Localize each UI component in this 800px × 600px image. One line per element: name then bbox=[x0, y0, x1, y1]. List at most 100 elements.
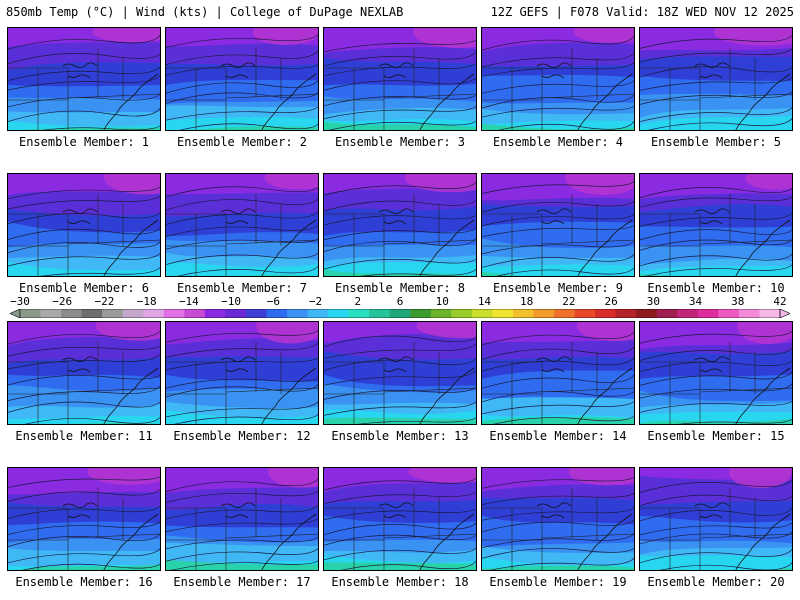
state-boundaries bbox=[640, 488, 792, 570]
isotherm-line bbox=[8, 330, 160, 345]
isotherm-line bbox=[493, 415, 634, 424]
isotherm-line bbox=[166, 383, 318, 398]
temperature-band bbox=[8, 416, 160, 424]
colorbar-swatch bbox=[697, 309, 719, 318]
temperature-field-map bbox=[640, 174, 792, 276]
isotherm-line bbox=[166, 548, 318, 562]
temperature-band bbox=[482, 565, 634, 570]
temperature-band bbox=[324, 121, 476, 130]
colorbar-swatch bbox=[245, 309, 267, 318]
isotherm-line bbox=[482, 391, 634, 403]
ensemble-member-label: Ensemble Member: 7 bbox=[176, 281, 308, 295]
great-lakes-outline bbox=[694, 62, 730, 79]
colorbar-tick-label: 38 bbox=[731, 295, 745, 308]
colorbar-tick-label: 26 bbox=[604, 295, 618, 308]
isotherm-line bbox=[24, 416, 160, 424]
great-lakes-outline bbox=[378, 62, 414, 79]
isotherm-line bbox=[324, 181, 476, 196]
temperature-band bbox=[16, 564, 160, 570]
ensemble-member-label: Ensemble Member: 16 bbox=[15, 575, 153, 589]
colorbar-swatch bbox=[266, 309, 288, 318]
isotherm-line bbox=[166, 342, 318, 358]
ensemble-member-label: Ensemble Member: 1 bbox=[18, 135, 150, 149]
great-lakes-outline bbox=[378, 502, 414, 519]
ensemble-map-panel bbox=[639, 27, 793, 131]
state-boundaries bbox=[482, 48, 634, 130]
ensemble-member-label: Ensemble Member: 14 bbox=[489, 429, 627, 443]
isotherm-line bbox=[482, 477, 634, 489]
great-lakes-outline bbox=[220, 356, 256, 373]
isotherm-line bbox=[166, 91, 318, 104]
colorbar-tick-label: 18 bbox=[520, 295, 534, 308]
colorbar-swatch bbox=[204, 309, 226, 318]
isotherm-line bbox=[482, 547, 634, 559]
isotherm-line bbox=[496, 267, 634, 276]
ensemble-map-panel bbox=[323, 321, 477, 425]
isotherm-line bbox=[8, 345, 160, 357]
isotherm-line bbox=[482, 374, 634, 389]
temperature-band bbox=[324, 269, 475, 276]
colorbar-swatch bbox=[430, 309, 452, 318]
state-boundaries bbox=[8, 194, 160, 276]
isotherm-line bbox=[166, 50, 318, 66]
colorbar-tick-label: −10 bbox=[221, 295, 242, 308]
isotherm-line bbox=[8, 75, 160, 91]
isotherm-line bbox=[482, 507, 634, 521]
cold-air-blob bbox=[565, 174, 634, 195]
temperature-field-map bbox=[482, 322, 634, 424]
isotherm-line bbox=[8, 374, 160, 386]
colorbar-swatch bbox=[738, 309, 760, 318]
isotherm-line bbox=[173, 414, 318, 424]
colorbar-swatch bbox=[492, 309, 514, 318]
temperature-field-map bbox=[482, 174, 634, 276]
ensemble-map-panel bbox=[323, 173, 477, 277]
isotherm-line bbox=[640, 35, 792, 49]
isotherm-line bbox=[482, 80, 634, 94]
state-boundaries bbox=[8, 488, 160, 570]
great-lakes-outline bbox=[220, 502, 256, 519]
temperature-band bbox=[640, 418, 792, 424]
colorbar-tick-label: −22 bbox=[94, 295, 115, 308]
colorbar-tick-label: −30 bbox=[10, 295, 30, 308]
colorbar-tick-label: 6 bbox=[396, 295, 404, 308]
isotherm-line bbox=[341, 560, 476, 570]
coastline bbox=[735, 219, 791, 276]
isotherm-line bbox=[8, 195, 160, 210]
colorbar-swatch bbox=[636, 309, 658, 318]
isotherm-line bbox=[8, 385, 160, 401]
colorbar-swatch bbox=[102, 309, 124, 318]
isotherm-line bbox=[324, 477, 476, 491]
colorbar-tick-label: −14 bbox=[178, 295, 199, 308]
isotherm-line bbox=[482, 493, 634, 505]
colorbar-swatch bbox=[20, 309, 41, 318]
state-boundaries bbox=[324, 194, 476, 276]
temperature-band bbox=[653, 567, 792, 570]
ensemble-member-label: Ensemble Member: 5 bbox=[650, 135, 782, 149]
colorbar-swatch bbox=[389, 309, 411, 318]
isotherm-line bbox=[482, 53, 634, 68]
ensemble-member-label: Ensemble Member: 12 bbox=[173, 429, 311, 443]
isotherm-line bbox=[482, 213, 634, 227]
temperature-band bbox=[640, 273, 792, 276]
ensemble-member-label: Ensemble Member: 9 bbox=[492, 281, 624, 295]
great-lakes-outline bbox=[220, 208, 256, 225]
ensemble-map-panel bbox=[639, 173, 793, 277]
isotherm-line bbox=[324, 258, 476, 270]
ensemble-map-panel bbox=[639, 321, 793, 425]
temperature-band bbox=[324, 262, 476, 276]
state-boundaries bbox=[640, 194, 792, 276]
isotherm-line bbox=[482, 35, 634, 51]
coastline bbox=[261, 73, 317, 130]
isotherm-line bbox=[8, 401, 160, 413]
isotherm-line bbox=[640, 531, 792, 545]
isotherm-line bbox=[39, 267, 160, 276]
ensemble-map-panel bbox=[165, 321, 319, 425]
cold-air-blob bbox=[104, 174, 160, 195]
ensemble-map-panel bbox=[481, 27, 635, 131]
colorbar-swatch bbox=[369, 309, 391, 318]
isotherm-line bbox=[324, 214, 476, 226]
isotherm-line bbox=[640, 347, 792, 361]
isotherm-line bbox=[482, 225, 634, 238]
isotherm-line bbox=[166, 377, 318, 389]
colorbar-swatch bbox=[410, 309, 432, 318]
